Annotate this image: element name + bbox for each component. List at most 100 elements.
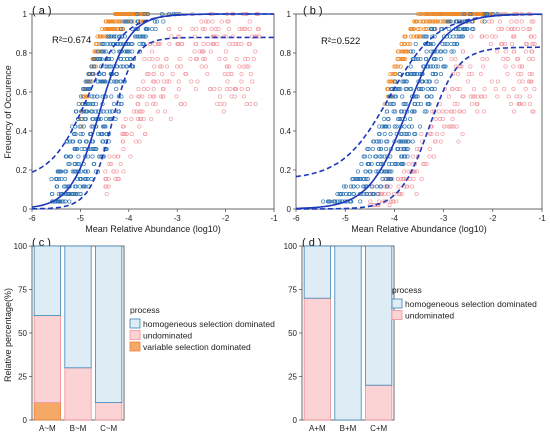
scatter-point xyxy=(515,26,521,32)
scatter-point xyxy=(159,71,165,77)
scatter-point xyxy=(439,49,444,54)
panel-c-x-ticks: A~M B~M C~M xyxy=(39,424,118,433)
x-tick-label: A~M xyxy=(39,424,56,433)
scatter-point xyxy=(433,139,438,144)
scatter-point xyxy=(497,19,503,24)
scatter-point xyxy=(106,176,111,182)
scatter-point xyxy=(389,169,394,174)
y-tick-label: 0 xyxy=(23,205,28,214)
scatter-point xyxy=(201,49,206,54)
scatter-point xyxy=(378,146,383,152)
y-tick-label: 75 xyxy=(18,286,27,295)
scatter-point xyxy=(76,154,81,159)
y-tick-label: 0.2 xyxy=(280,166,292,175)
scatter-point xyxy=(460,34,465,39)
scatter-point xyxy=(382,124,387,129)
scatter-point xyxy=(488,41,493,47)
scatter-point xyxy=(97,34,103,39)
scatter-point xyxy=(413,71,418,77)
scatter-point xyxy=(205,71,210,77)
scatter-point xyxy=(167,79,172,84)
scatter-point xyxy=(445,11,450,17)
scatter-point xyxy=(135,11,140,17)
scatter-point xyxy=(234,56,239,62)
y-tick-label: 0.4 xyxy=(16,127,28,136)
scatter-point xyxy=(201,56,206,62)
scatter-point xyxy=(382,101,387,107)
scatter-point xyxy=(495,94,500,99)
scatter-point xyxy=(227,64,232,69)
bar-segment xyxy=(334,245,362,421)
scatter-point xyxy=(434,79,439,84)
scatter-point xyxy=(424,161,429,167)
legend-swatch xyxy=(129,318,141,329)
scatter-point xyxy=(100,26,105,32)
scatter-point xyxy=(453,11,458,17)
scatter-point xyxy=(454,124,459,129)
scatter-point xyxy=(121,146,126,152)
scatter-point xyxy=(223,56,228,62)
scatter-point xyxy=(505,56,510,62)
scatter-point xyxy=(201,41,206,47)
scatter-point xyxy=(512,34,517,39)
scatter-point xyxy=(517,64,522,69)
scatter-point xyxy=(493,34,498,39)
scatter-point xyxy=(112,79,117,84)
scatter-point xyxy=(378,184,383,189)
scatter-point xyxy=(408,64,413,69)
scatter-point xyxy=(406,169,411,174)
scatter-point xyxy=(199,19,204,24)
scatter-point xyxy=(405,154,410,159)
scatter-point xyxy=(456,34,461,39)
scatter-point xyxy=(129,19,134,24)
scatter-point xyxy=(457,86,462,92)
scatter-point xyxy=(376,191,381,197)
panel-b-r2: R²=0.522 xyxy=(321,36,360,47)
x-tick-label: -2 xyxy=(489,214,497,223)
scatter-point xyxy=(448,19,453,24)
scatter-point xyxy=(55,199,60,204)
scatter-point xyxy=(165,64,170,69)
scatter-point xyxy=(440,116,445,122)
scatter-point xyxy=(83,169,88,174)
scatter-point xyxy=(414,169,419,174)
scatter-point xyxy=(141,86,146,92)
scatter-point xyxy=(406,161,411,167)
scatter-point xyxy=(202,26,207,32)
scatter-point xyxy=(362,184,367,189)
scatter-point xyxy=(236,41,241,47)
confidence-band-line xyxy=(31,13,274,173)
scatter-point xyxy=(426,101,431,107)
scatter-point xyxy=(89,109,94,114)
scatter-point xyxy=(417,124,423,129)
scatter-point xyxy=(413,41,418,47)
scatter-point xyxy=(257,34,262,39)
scatter-point xyxy=(124,64,129,69)
scatter-point xyxy=(481,64,486,69)
scatter-point xyxy=(166,26,172,32)
scatter-point xyxy=(367,154,372,159)
scatter-point xyxy=(441,64,446,69)
scatter-point xyxy=(438,71,443,77)
scatter-point xyxy=(430,109,435,114)
scatter-point xyxy=(111,169,116,174)
scatter-point xyxy=(527,71,532,77)
scatter-point xyxy=(427,19,432,24)
scatter-point xyxy=(103,124,108,129)
scatter-point xyxy=(386,161,392,167)
scatter-point xyxy=(509,19,514,24)
scatter-point xyxy=(225,79,230,84)
scatter-point xyxy=(429,49,434,54)
scatter-point xyxy=(387,79,393,84)
scatter-point xyxy=(132,11,137,17)
scatter-point xyxy=(193,41,198,47)
scatter-point xyxy=(408,26,413,32)
scatter-point xyxy=(403,34,408,39)
scatter-point xyxy=(83,116,88,122)
x-tick-label: -3 xyxy=(174,214,182,223)
scatter-point xyxy=(527,56,532,62)
scatter-point xyxy=(138,34,143,39)
scatter-point xyxy=(116,154,121,159)
scatter-point xyxy=(421,34,426,39)
